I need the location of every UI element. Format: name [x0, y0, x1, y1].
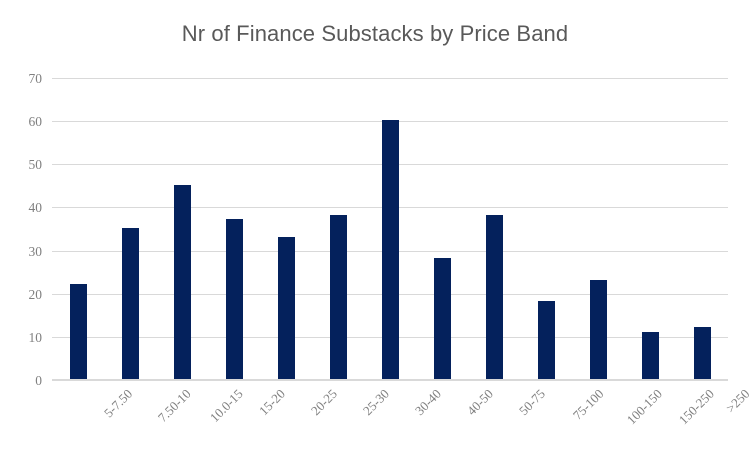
gridline [52, 78, 728, 79]
bar[interactable] [69, 284, 87, 379]
y-axis-tick-label: 0 [35, 373, 42, 388]
bar[interactable] [485, 215, 503, 379]
plot-area [52, 78, 728, 381]
chart-title: Nr of Finance Substacks by Price Band [181, 21, 569, 46]
bar[interactable] [537, 301, 555, 379]
bar[interactable] [225, 219, 243, 379]
bar[interactable] [589, 279, 607, 379]
bar[interactable] [173, 184, 191, 379]
bar[interactable] [329, 215, 347, 379]
y-axis-tick-label: 10 [28, 329, 43, 345]
bar[interactable] [693, 327, 711, 379]
bar[interactable] [433, 258, 451, 379]
y-axis-tick-label: 60 [28, 114, 43, 130]
y-axis-tick-label: 50 [28, 157, 43, 173]
gridline [52, 379, 728, 381]
y-axis-tick-label: 70 [28, 71, 43, 86]
y-axis-tick-label: 20 [28, 286, 43, 302]
bar[interactable] [641, 331, 659, 379]
bar[interactable] [277, 236, 295, 379]
bar[interactable] [121, 228, 139, 379]
y-axis-tick-label: 30 [28, 243, 43, 259]
y-axis-tick-label: 40 [28, 200, 43, 216]
bar[interactable] [381, 120, 399, 379]
